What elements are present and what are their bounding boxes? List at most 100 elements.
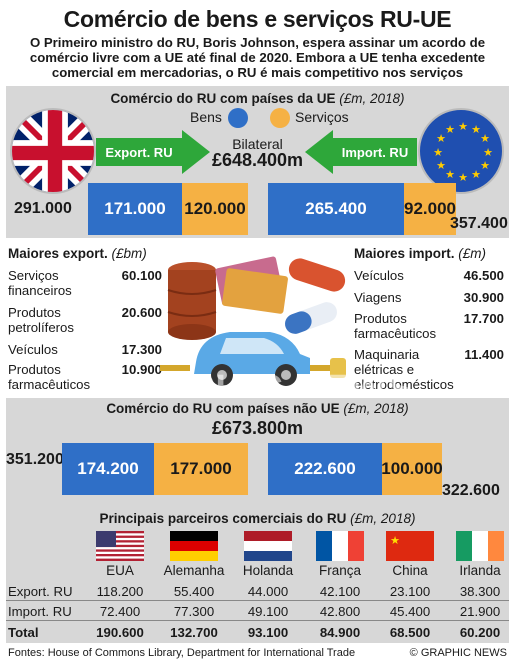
table-cell: 38.300 bbox=[459, 584, 501, 599]
svg-text:★: ★ bbox=[436, 159, 446, 172]
non-eu-export-goods-bar: 174.200 bbox=[62, 443, 154, 495]
row-label-import: Import. RU bbox=[8, 604, 72, 619]
trade-goods-illustration bbox=[160, 250, 350, 395]
germany-flag-icon bbox=[170, 531, 218, 561]
svg-text:★: ★ bbox=[471, 123, 481, 136]
eu-import-services-bar: 92.000 bbox=[404, 183, 456, 235]
table-cell: 49.100 bbox=[247, 604, 289, 619]
ireland-flag-icon bbox=[456, 531, 504, 561]
eu-flag-icon: ★ ★ ★ ★ ★ ★ ★ ★ ★ ★ ★ ★ bbox=[418, 108, 504, 194]
top-export-name: Produtos farmacêuticos bbox=[8, 362, 91, 392]
top-import-value: 30.900 bbox=[463, 290, 504, 305]
top-import-name: Produtos farmacêuticos bbox=[354, 311, 437, 341]
non-eu-export-total: 351.200 bbox=[6, 451, 64, 468]
table-cell: 23.100 bbox=[389, 584, 431, 599]
banknotes-icon bbox=[215, 256, 288, 314]
eu-export-total: 291.000 bbox=[14, 200, 72, 217]
svg-text:★: ★ bbox=[471, 168, 481, 181]
partners-heading: Principais parceiros comerciais do RU (£… bbox=[99, 511, 416, 526]
top-export-value: 10.900 bbox=[121, 362, 162, 377]
car-icon bbox=[194, 332, 310, 386]
non-eu-bilateral-total: £673.800m bbox=[211, 418, 304, 438]
top-imports-heading: Maiores import. (£m) bbox=[354, 246, 487, 261]
table-cell-total: 84.900 bbox=[319, 625, 361, 640]
top-import-value: 46.500 bbox=[463, 268, 504, 283]
subtitle-line-2: comércio livre com a UE até final de 202… bbox=[29, 50, 486, 65]
export-arrow-head bbox=[182, 130, 210, 174]
non-eu-trade-heading: Comércio do RU com países não UE (£m, 20… bbox=[106, 401, 409, 416]
svg-text:★: ★ bbox=[458, 171, 468, 184]
svg-text:★: ★ bbox=[483, 146, 493, 159]
top-export-name: Produtos petrolíferos bbox=[8, 305, 74, 335]
country-name: China bbox=[392, 563, 428, 578]
table-cell-total: 190.600 bbox=[96, 625, 144, 640]
top-exports-heading: Maiores export. (£bm) bbox=[8, 246, 147, 261]
svg-text:★: ★ bbox=[445, 168, 455, 181]
table-cell: 45.400 bbox=[389, 604, 431, 619]
import-arrow-head bbox=[305, 130, 333, 174]
pill-capsule-icon bbox=[288, 258, 346, 292]
top-import-name: Maquinaria elétricas e eletrodomésticos bbox=[354, 347, 454, 392]
table-cell: 55.400 bbox=[173, 584, 215, 599]
medicine-capsule-icon bbox=[285, 302, 337, 334]
oil-barrel-icon bbox=[167, 262, 217, 340]
row-label-total: Total bbox=[8, 625, 39, 640]
eu-export-services-bar: 120.000 bbox=[182, 183, 248, 235]
eu-bilateral-total: £648.400m bbox=[211, 150, 304, 170]
top-export-value: 60.100 bbox=[121, 268, 162, 283]
subtitle-line-3: comercial em mercadorias, o RU é mais co… bbox=[51, 65, 464, 80]
table-cell: 21.900 bbox=[459, 604, 501, 619]
table-cell: 42.100 bbox=[319, 584, 361, 599]
country-name: Alemanha bbox=[163, 563, 225, 578]
table-cell: 44.000 bbox=[247, 584, 289, 599]
top-export-value: 17.300 bbox=[121, 342, 162, 357]
non-eu-export-services-bar: 177.000 bbox=[154, 443, 248, 495]
non-eu-import-total: 322.600 bbox=[442, 482, 500, 499]
svg-text:★: ★ bbox=[480, 159, 490, 172]
svg-text:★: ★ bbox=[433, 146, 443, 159]
table-cell-total: 68.500 bbox=[389, 625, 431, 640]
svg-text:★: ★ bbox=[480, 132, 490, 145]
svg-text:★: ★ bbox=[436, 132, 446, 145]
eu-import-total: 357.400 bbox=[450, 215, 508, 232]
table-divider bbox=[6, 600, 509, 601]
non-eu-import-services-bar: 100.000 bbox=[381, 443, 443, 495]
table-cell-total: 93.100 bbox=[247, 625, 289, 640]
china-flag-icon: ★ bbox=[386, 531, 434, 561]
country-name: Holanda bbox=[242, 563, 294, 578]
non-eu-import-goods-bar: 222.600 bbox=[268, 443, 382, 495]
legend-goods-dot bbox=[228, 108, 248, 128]
table-cell-total: 60.200 bbox=[459, 625, 501, 640]
eu-bilateral-label: Bilateral bbox=[232, 136, 283, 152]
table-cell-total: 132.700 bbox=[170, 625, 218, 640]
uk-flag-icon bbox=[10, 108, 96, 194]
eu-trade-heading: Comércio do RU com países da UE (£m, 201… bbox=[110, 91, 405, 106]
top-export-name: Veículos bbox=[8, 342, 58, 357]
top-import-value: 11.400 bbox=[464, 347, 504, 362]
eu-export-goods-bar: 171.000 bbox=[88, 183, 182, 235]
subtitle-line-1: O Primeiro ministro do RU, Boris Johnson… bbox=[29, 35, 486, 50]
top-import-name: Veículos bbox=[354, 268, 404, 283]
country-name: França bbox=[318, 563, 362, 578]
svg-text:★: ★ bbox=[390, 534, 400, 547]
export-arrow: Export. RU bbox=[96, 138, 182, 166]
table-divider bbox=[6, 620, 509, 621]
country-name: Irlanda bbox=[459, 563, 501, 578]
legend-goods-label: Bens bbox=[190, 109, 222, 125]
top-import-name: Viagens bbox=[354, 290, 402, 305]
top-import-value: 17.700 bbox=[463, 311, 504, 326]
page-title: Comércio de bens e serviços RU-UE bbox=[63, 6, 452, 32]
electric-plug-icon bbox=[160, 358, 346, 378]
table-cell: 42.800 bbox=[319, 604, 361, 619]
france-flag-icon bbox=[316, 531, 364, 561]
brand-credit: © GRAPHIC NEWS bbox=[409, 647, 507, 659]
legend-services-label: Serviços bbox=[295, 109, 349, 125]
top-export-value: 20.600 bbox=[121, 305, 162, 320]
country-name: EUA bbox=[106, 563, 134, 578]
netherlands-flag-icon bbox=[244, 531, 292, 561]
row-label-export: Export. RU bbox=[8, 584, 73, 599]
svg-text:★: ★ bbox=[445, 123, 455, 136]
table-cell: 118.200 bbox=[96, 584, 144, 599]
svg-text:★: ★ bbox=[458, 120, 468, 133]
top-export-name: Serviços financeiros bbox=[8, 268, 72, 298]
